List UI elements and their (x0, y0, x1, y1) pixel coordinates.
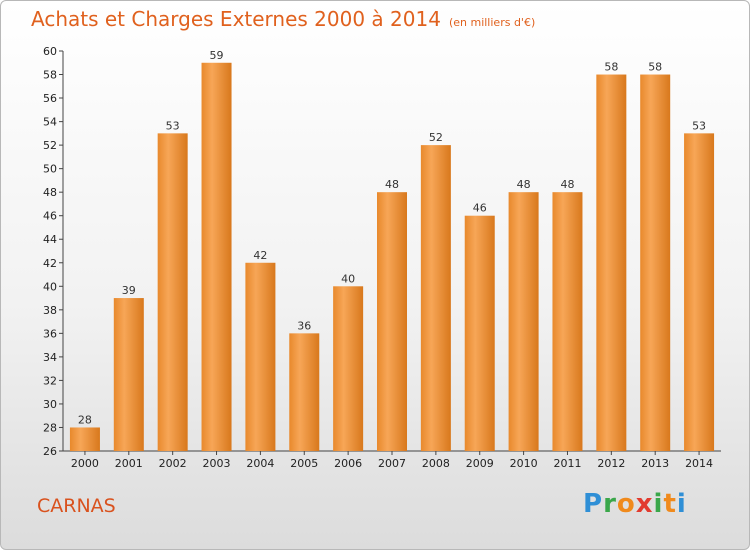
bar-value-label: 28 (78, 413, 92, 426)
y-tick-label: 50 (43, 163, 57, 176)
bar-2002 (157, 133, 188, 451)
bar-value-label: 59 (210, 49, 224, 62)
y-tick-label: 30 (43, 398, 57, 411)
y-tick-label: 26 (43, 445, 57, 458)
logo-letter: i (653, 489, 664, 519)
bar-value-label: 36 (297, 319, 311, 332)
logo-letter: P (583, 489, 604, 519)
y-tick-label: 46 (43, 210, 57, 223)
logo-letter: t (663, 489, 677, 519)
bar-value-label: 40 (341, 272, 355, 285)
bar-value-label: 53 (692, 119, 706, 132)
y-tick-label: 40 (43, 280, 57, 293)
x-tick-label: 2002 (159, 457, 187, 470)
bar-2000 (69, 427, 100, 451)
y-tick-label: 42 (43, 257, 57, 270)
bar-2013 (640, 74, 671, 451)
y-tick-label: 54 (43, 116, 57, 129)
y-tick-label: 58 (43, 69, 57, 82)
logo-letter: o (616, 489, 636, 519)
chart-title-text: Achats et Charges Externes 2000 à 2014 (31, 7, 441, 31)
logo-letter: i (676, 489, 687, 519)
commune-name: CARNAS (37, 495, 116, 517)
bar-value-label: 58 (604, 61, 618, 74)
bar-2011 (552, 192, 583, 452)
logo-letter: r (603, 489, 617, 519)
bar-value-label: 48 (517, 178, 531, 191)
y-tick-label: 32 (43, 374, 57, 387)
bar-2010 (508, 192, 539, 452)
bar-2004 (245, 262, 276, 451)
bar-2001 (113, 298, 144, 451)
y-tick-label: 38 (43, 304, 57, 317)
x-tick-label: 2003 (203, 457, 231, 470)
y-tick-label: 60 (43, 45, 57, 58)
chart-subtitle: (en milliers d'€) (448, 16, 536, 29)
y-tick-label: 34 (43, 351, 57, 364)
y-tick-label: 52 (43, 139, 57, 152)
x-tick-label: 2005 (290, 457, 318, 470)
x-tick-label: 2014 (685, 457, 713, 470)
bar-2009 (464, 215, 495, 451)
bar-2003 (201, 62, 232, 451)
x-tick-label: 2013 (641, 457, 669, 470)
y-tick-label: 44 (43, 233, 57, 246)
bar-value-label: 58 (648, 61, 662, 74)
chart-bars: 28 39 53 59 42 36 40 48 52 46 48 48 58 58 53 (69, 49, 715, 452)
x-tick-label: 2008 (422, 457, 450, 470)
bar-2008 (420, 145, 451, 451)
bar-2012 (596, 74, 627, 451)
x-tick-label: 2001 (115, 457, 143, 470)
bar-value-label: 48 (560, 178, 574, 191)
y-tick-label: 48 (43, 186, 57, 199)
y-tick-label: 28 (43, 421, 57, 434)
bar-value-label: 48 (385, 178, 399, 191)
x-tick-label: 2011 (553, 457, 581, 470)
bar-value-label: 42 (253, 249, 267, 262)
bar-2007 (377, 192, 407, 452)
x-tick-label: 2012 (597, 457, 625, 470)
bar-value-label: 53 (166, 119, 180, 132)
bar-value-label: 39 (122, 284, 136, 297)
x-tick-label: 2010 (510, 457, 538, 470)
bar-value-label: 52 (429, 131, 443, 144)
chart-title: Achats et Charges Externes 2000 à 2014 (e… (31, 7, 535, 31)
x-tick-label: 2007 (378, 457, 406, 470)
x-tick-label: 2004 (246, 457, 274, 470)
bar-2014 (684, 133, 715, 451)
x-tick-label: 2000 (71, 457, 99, 470)
chart-axes: 26 28 30 32 34 36 38 40 42 44 46 48 50 52 54 56 58 60 2000… (43, 45, 721, 470)
x-tick-label: 2009 (466, 457, 494, 470)
bar-2005 (289, 333, 320, 451)
proxiti-logo: Proxiti (583, 489, 687, 519)
y-tick-label: 56 (43, 92, 57, 105)
x-tick-label: 2006 (334, 457, 362, 470)
logo-letter: x (635, 489, 654, 519)
bar-value-label: 46 (473, 202, 487, 215)
y-tick-label: 36 (43, 327, 57, 340)
bar-2006 (333, 286, 364, 451)
